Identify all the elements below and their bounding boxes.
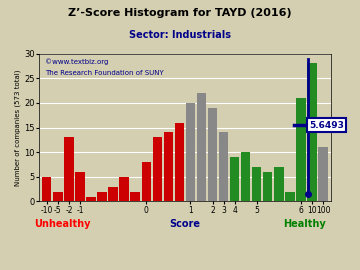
Bar [186, 103, 195, 201]
Bar [296, 98, 306, 201]
Text: Score: Score [170, 219, 201, 229]
Bar [318, 147, 328, 201]
Bar [252, 167, 261, 201]
Bar [108, 187, 118, 201]
Bar [175, 123, 184, 201]
Bar [120, 177, 129, 201]
Text: 5.6493: 5.6493 [309, 121, 344, 130]
Bar [241, 152, 250, 201]
Bar [263, 172, 273, 201]
Text: Healthy: Healthy [283, 219, 326, 229]
Bar [130, 192, 140, 201]
Bar [208, 108, 217, 201]
Bar [75, 172, 85, 201]
Bar [285, 192, 294, 201]
Bar [307, 63, 317, 201]
Text: Z’-Score Histogram for TAYD (2016): Z’-Score Histogram for TAYD (2016) [68, 8, 292, 18]
Bar [97, 192, 107, 201]
Bar [53, 192, 63, 201]
Bar [274, 167, 284, 201]
Bar [153, 137, 162, 201]
Bar [42, 177, 51, 201]
Text: ©www.textbiz.org: ©www.textbiz.org [45, 58, 108, 65]
Text: The Research Foundation of SUNY: The Research Foundation of SUNY [45, 70, 164, 76]
Bar [64, 137, 73, 201]
Bar [86, 197, 96, 201]
Y-axis label: Number of companies (573 total): Number of companies (573 total) [15, 69, 22, 186]
Bar [164, 133, 173, 201]
Bar [230, 157, 239, 201]
Text: Sector: Industrials: Sector: Industrials [129, 30, 231, 40]
Bar [141, 162, 151, 201]
Bar [197, 93, 206, 201]
Bar [219, 133, 228, 201]
Text: Unhealthy: Unhealthy [34, 219, 91, 229]
